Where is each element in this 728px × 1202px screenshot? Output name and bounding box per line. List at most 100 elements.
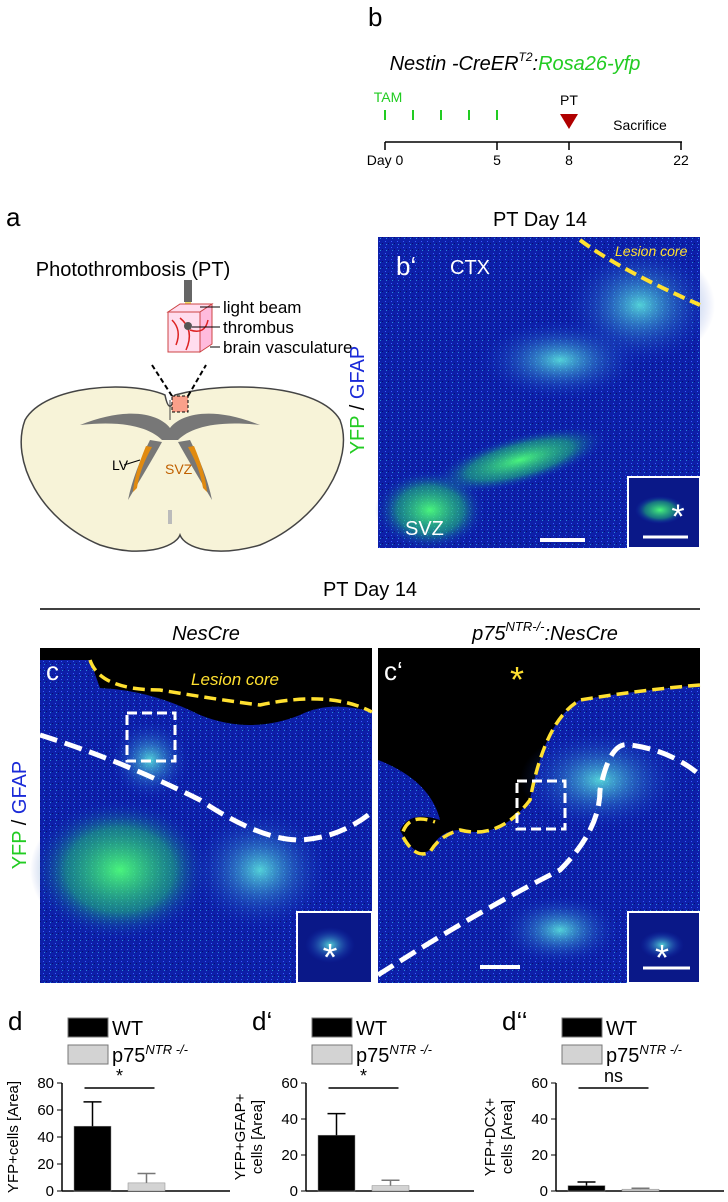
panel-label: d (8, 1006, 22, 1036)
lesion-mark: * (510, 659, 524, 700)
y-axis-label: YFP+cells [Area] (5, 1081, 22, 1193)
y-axis-label: cells [Area] (249, 1100, 266, 1174)
legend-label: WT (112, 1018, 143, 1040)
day-label: Day 0 (367, 152, 404, 168)
panel-label: d‘ (252, 1006, 272, 1036)
legend-swatch (311, 1017, 353, 1038)
tam-label: TAM (374, 89, 403, 105)
title-reporter: Rosa26-yfp (538, 53, 640, 75)
bar (567, 1185, 606, 1192)
error-bar (327, 1112, 346, 1136)
legend-label: WT (606, 1018, 637, 1040)
y-tick-label: 0 (540, 1183, 548, 1200)
micrograph (375, 237, 715, 550)
stain-sep: / (347, 399, 369, 416)
legend-name: WT (356, 1018, 387, 1040)
tam-ticks (384, 110, 498, 120)
gene: p75 (471, 623, 506, 645)
legend-sup: NTR -/- (389, 1042, 432, 1057)
legend-name: WT (606, 1018, 637, 1040)
lesion-label: Lesion core (191, 670, 279, 689)
stain-label: YFP / GFAP (9, 761, 31, 870)
legend-name: WT (112, 1018, 143, 1040)
legend-swatch (561, 1017, 603, 1038)
legend-label: WT (356, 1018, 387, 1040)
stain: GFAP (347, 346, 369, 399)
y-axis-label: YFP+GFAP+ (232, 1093, 249, 1180)
legend-label: p75NTR -/- (112, 1042, 189, 1067)
panel-label: d‘‘ (502, 1006, 528, 1036)
stain: GFAP (9, 761, 31, 814)
panel-label: b (368, 2, 382, 32)
timeline-axis (384, 141, 682, 150)
legend-name: p75 (112, 1045, 145, 1067)
y-tick-label: 40 (37, 1129, 54, 1146)
brain-section (20, 364, 345, 552)
panel-label: a (6, 202, 21, 232)
sacrifice-label: Sacrifice (613, 117, 667, 133)
bar (621, 1188, 660, 1192)
bar (127, 1182, 166, 1192)
region-label: CTX (450, 257, 490, 279)
legend-swatch (67, 1044, 109, 1065)
legend-label: p75NTR -/- (606, 1042, 683, 1067)
light-beam-icon (166, 280, 220, 353)
section-title: PT Day 14 (323, 579, 417, 601)
region-label: SVZ (165, 461, 193, 477)
gene-sup: NTR-/- (506, 619, 546, 634)
panel-label: c‘ (384, 656, 403, 686)
legend-label: p75NTR -/- (356, 1042, 433, 1067)
micrograph (30, 648, 702, 984)
stain: YFP (347, 416, 369, 455)
region-label: LV (112, 457, 129, 473)
title-sup: T2 (519, 50, 533, 64)
legend-name: p75 (606, 1045, 639, 1067)
legend-swatch (67, 1017, 109, 1038)
legend-sup: NTR -/- (639, 1042, 682, 1057)
lesion-label: Lesion core (615, 243, 688, 259)
inset-mark: * (671, 498, 684, 536)
y-tick-label: 60 (281, 1075, 298, 1092)
significance-label: ns (604, 1066, 623, 1086)
bar (73, 1125, 112, 1192)
error-bar (631, 1187, 650, 1190)
stain-label: YFP / GFAP (347, 346, 369, 455)
error-bar (577, 1181, 596, 1186)
panel-label: c (46, 656, 59, 686)
day-label: 22 (673, 152, 689, 168)
title-sep: : (533, 53, 539, 75)
y-tick-label: 0 (290, 1183, 298, 1200)
y-axis-label: cells [Area] (499, 1100, 516, 1174)
y-tick-label: 40 (281, 1111, 298, 1128)
image-title: PT Day 14 (493, 209, 587, 231)
pt-arrow (560, 114, 578, 129)
panel-label: b‘ (396, 251, 416, 281)
gene-rest: :NesCre (545, 623, 618, 645)
region-label: SVZ (405, 518, 444, 540)
inset-mark: * (323, 937, 338, 979)
timeline-title: Nestin -CreERT2:Rosa26-yfp (390, 50, 641, 75)
condition-title: NesCre (172, 623, 240, 645)
error-bar (137, 1172, 156, 1183)
y-tick-label: 60 (531, 1075, 548, 1092)
y-tick-label: 60 (37, 1102, 54, 1119)
bar (317, 1134, 356, 1192)
callout: brain vasculature (223, 338, 352, 357)
y-tick-label: 80 (37, 1075, 54, 1092)
y-tick-label: 20 (531, 1147, 548, 1164)
schematic-title: Photothrombosis (PT) (36, 259, 231, 281)
y-tick-label: 40 (531, 1111, 548, 1128)
y-tick-label: 20 (37, 1156, 54, 1173)
bar (371, 1185, 410, 1192)
day-label: 8 (565, 152, 573, 168)
significance-label: * (116, 1066, 123, 1086)
legend-swatch (311, 1044, 353, 1065)
pt-label: PT (560, 92, 578, 108)
title-gene: Nestin -CreER (390, 53, 519, 75)
callout: light beam (223, 298, 301, 317)
y-axis-label: YFP+DCX+ (482, 1098, 499, 1177)
stain: YFP (9, 831, 31, 870)
error-bar (381, 1179, 400, 1186)
callout: thrombus (223, 318, 294, 337)
